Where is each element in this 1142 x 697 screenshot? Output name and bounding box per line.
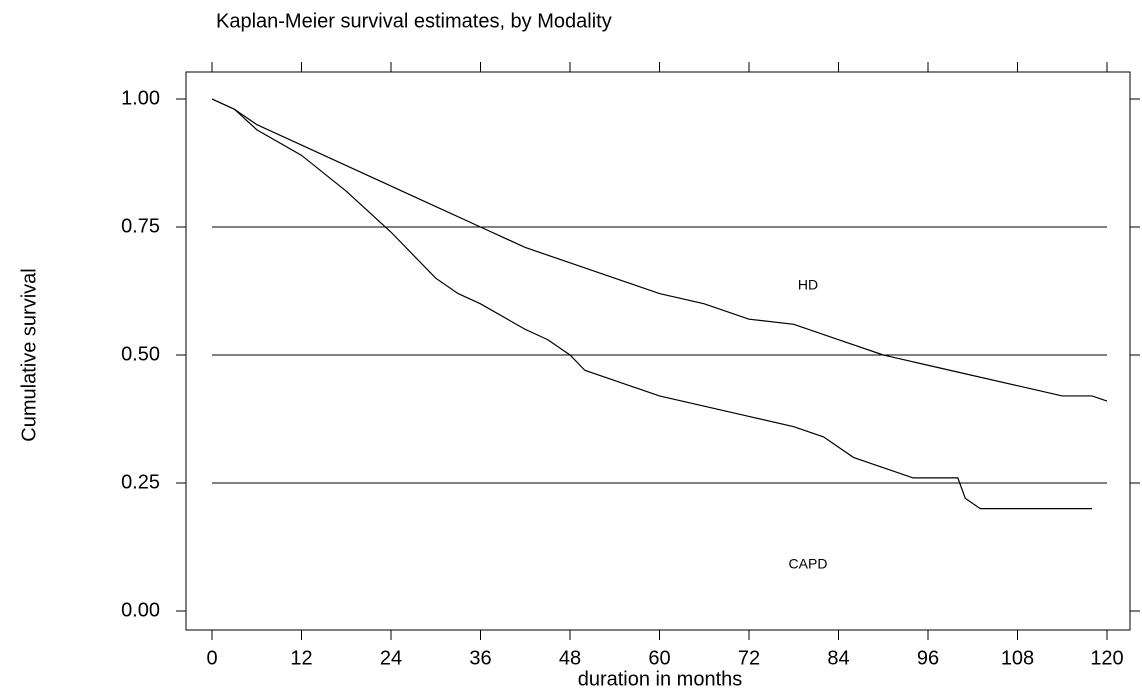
x-tick-label: 72	[738, 647, 760, 669]
annotation: CAPD	[789, 556, 828, 572]
x-tick-label: 24	[380, 647, 402, 669]
annotation: HD	[798, 277, 818, 293]
x-tick-label: 96	[917, 647, 939, 669]
x-tick-label: 12	[290, 647, 312, 669]
chart-title: Kaplan-Meier survival estimates, by Moda…	[216, 10, 612, 32]
y-tick-label: 0.25	[121, 471, 160, 493]
y-tick-label: 0.50	[121, 343, 160, 365]
survival-line	[211, 98, 1093, 510]
y-tick-label: 1.00	[121, 87, 160, 109]
survival-line	[211, 98, 1108, 402]
x-tick-label: 60	[648, 647, 670, 669]
y-tick-label: 0.00	[121, 599, 160, 621]
x-tick-label: 0	[206, 647, 217, 669]
x-tick-label: 84	[827, 647, 849, 669]
x-tick-label: 36	[469, 647, 491, 669]
x-tick-label: 48	[559, 647, 581, 669]
x-tick-label: 108	[1001, 647, 1034, 669]
x-axis-label: duration in months	[578, 668, 743, 690]
plot-frame	[185, 71, 1131, 631]
y-axis-label: Cumulative survival	[18, 268, 40, 441]
x-tick-label: 120	[1090, 647, 1123, 669]
y-tick-label: 0.75	[121, 215, 160, 237]
